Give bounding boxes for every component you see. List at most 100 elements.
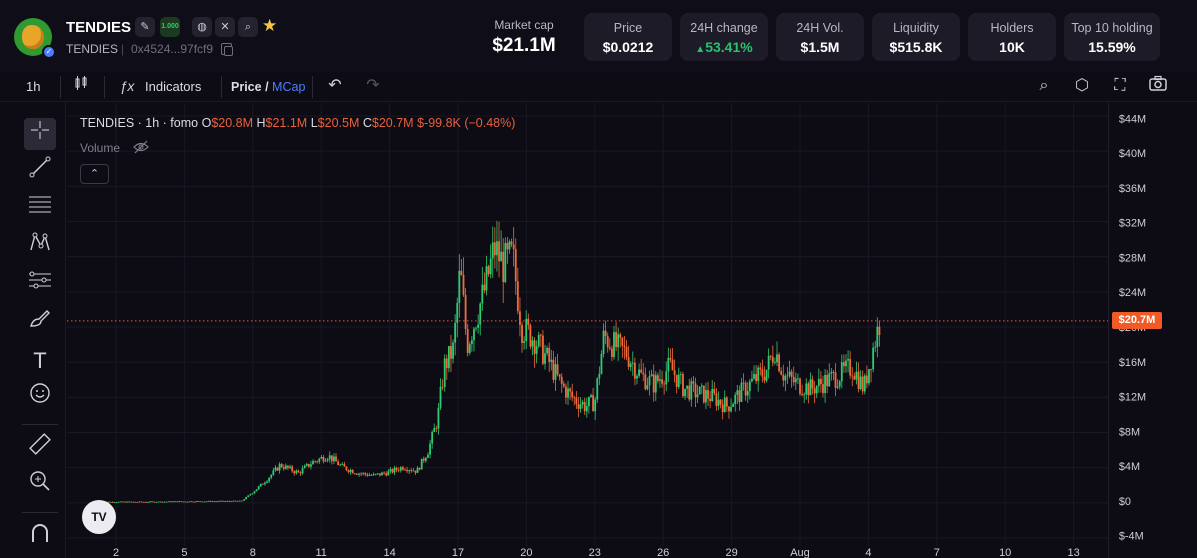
candle-body [859,376,862,389]
candle-body [159,501,162,503]
candle-body [389,469,392,472]
candle-body [433,428,436,432]
indicators-fx-icon[interactable]: ƒx [119,78,135,94]
candle-body [500,251,503,262]
candle-body [790,371,793,377]
candle-body [422,458,425,461]
candle-body [167,501,170,503]
candle-body [431,431,434,444]
candle-body [402,467,404,470]
magnet-icon[interactable] [24,522,56,554]
candle-body [782,374,785,381]
price-toggle[interactable]: Price / MCap [231,77,305,97]
candle-body [347,470,350,473]
candle-body [690,381,693,400]
pattern-icon[interactable] [24,231,56,263]
favorite-star-icon[interactable]: ★ [262,16,278,35]
eye-hidden-icon[interactable] [133,140,149,154]
last-price-label: $20.7M [1112,312,1162,329]
fib-icon[interactable] [24,194,56,226]
candle-body [673,370,676,375]
candle-body [305,463,308,466]
candle-body [820,378,822,385]
candle-body [711,389,714,402]
candle-body [291,466,294,472]
candle-body [274,467,277,471]
candle-body [399,467,402,471]
x-tick-label: 20 [520,547,532,558]
candle-body [537,334,540,347]
candle-body [176,501,179,503]
zoom-icon[interactable] [24,470,56,502]
ruler-icon[interactable] [24,432,56,464]
candle-body [567,388,569,398]
candle-body [813,388,816,394]
tradingview-logo[interactable]: TV [82,500,116,534]
candle-body [502,251,505,283]
candle-body [370,475,373,476]
indicators-button[interactable]: Indicators [145,79,202,94]
candle-body [477,324,480,328]
candle-body [195,501,197,503]
candle-body [257,486,260,490]
fullscreen-icon[interactable]: ⛶ [1114,77,1126,94]
candle-body [326,459,329,461]
collapse-legend-button[interactable]: ⌃ [80,164,109,184]
edit-icon[interactable]: ✎ [135,17,155,37]
candle-body [190,501,193,503]
candle-body [128,501,131,503]
candle-body [604,330,607,337]
globe-icon[interactable]: ◍ [192,17,212,37]
camera-icon[interactable] [1147,75,1169,97]
candle-body [228,500,231,502]
copy-icon[interactable] [221,43,233,56]
candle-body [424,457,427,461]
brush-icon[interactable] [24,307,56,339]
candle-body [458,270,461,303]
fomo-badge[interactable]: 1.000 [160,17,180,37]
candle-body [652,374,655,393]
candle-type-icon[interactable] [70,75,92,97]
candle-body [671,359,674,371]
candle-body [157,501,160,503]
settings-gear-icon[interactable]: ⬡ [1075,77,1089,94]
redo-icon[interactable]: ↷ [366,77,380,94]
candle-body [385,473,388,476]
mcap-toggle-label[interactable]: MCap [272,80,306,94]
candle-body [682,374,684,397]
candle-body [581,401,584,405]
candle-body [571,391,574,398]
y-tick-label: $8M [1119,426,1140,438]
divider: | [121,42,125,56]
candle-body [316,461,319,463]
crosshair-icon[interactable] [24,118,56,150]
x-twitter-icon[interactable]: ✕ [215,17,235,37]
price-axis[interactable]: $44M$40M$36M$32M$28M$24M$20M$16M$12M$8M$… [1108,103,1197,558]
contract-address[interactable]: 0x4524...97fcf9 [131,42,214,56]
price-chart[interactable]: 2 5 8 11 14 17 20 23 26 29 Aug 4 7 10 13 [67,103,1108,558]
candle-body [826,374,829,387]
market-cap-value: $21.1M [492,35,556,56]
text-icon[interactable]: T [33,348,47,373]
candle-body [797,378,799,380]
candle-body [774,362,776,364]
candle-body [180,501,183,503]
candle-body [550,359,553,362]
search-icon[interactable]: ⌕ [238,17,258,37]
emoji-icon[interactable] [24,382,56,414]
candle-body [539,334,542,336]
trend-line-icon[interactable] [24,156,56,188]
candle-body [151,501,153,503]
candle-body [784,375,787,381]
undo-icon[interactable]: ↶ [328,77,342,94]
candle-body [876,326,879,348]
prediction-icon[interactable] [24,269,56,301]
candle-body [811,379,814,389]
interval-selector[interactable]: 1h [26,79,41,94]
candle-body [755,374,758,382]
candle-body [629,363,632,367]
divider [312,76,313,98]
candle-body [205,501,208,503]
zoom-reset-icon[interactable]: ⌕ [1039,77,1049,94]
candle-body [744,382,747,396]
